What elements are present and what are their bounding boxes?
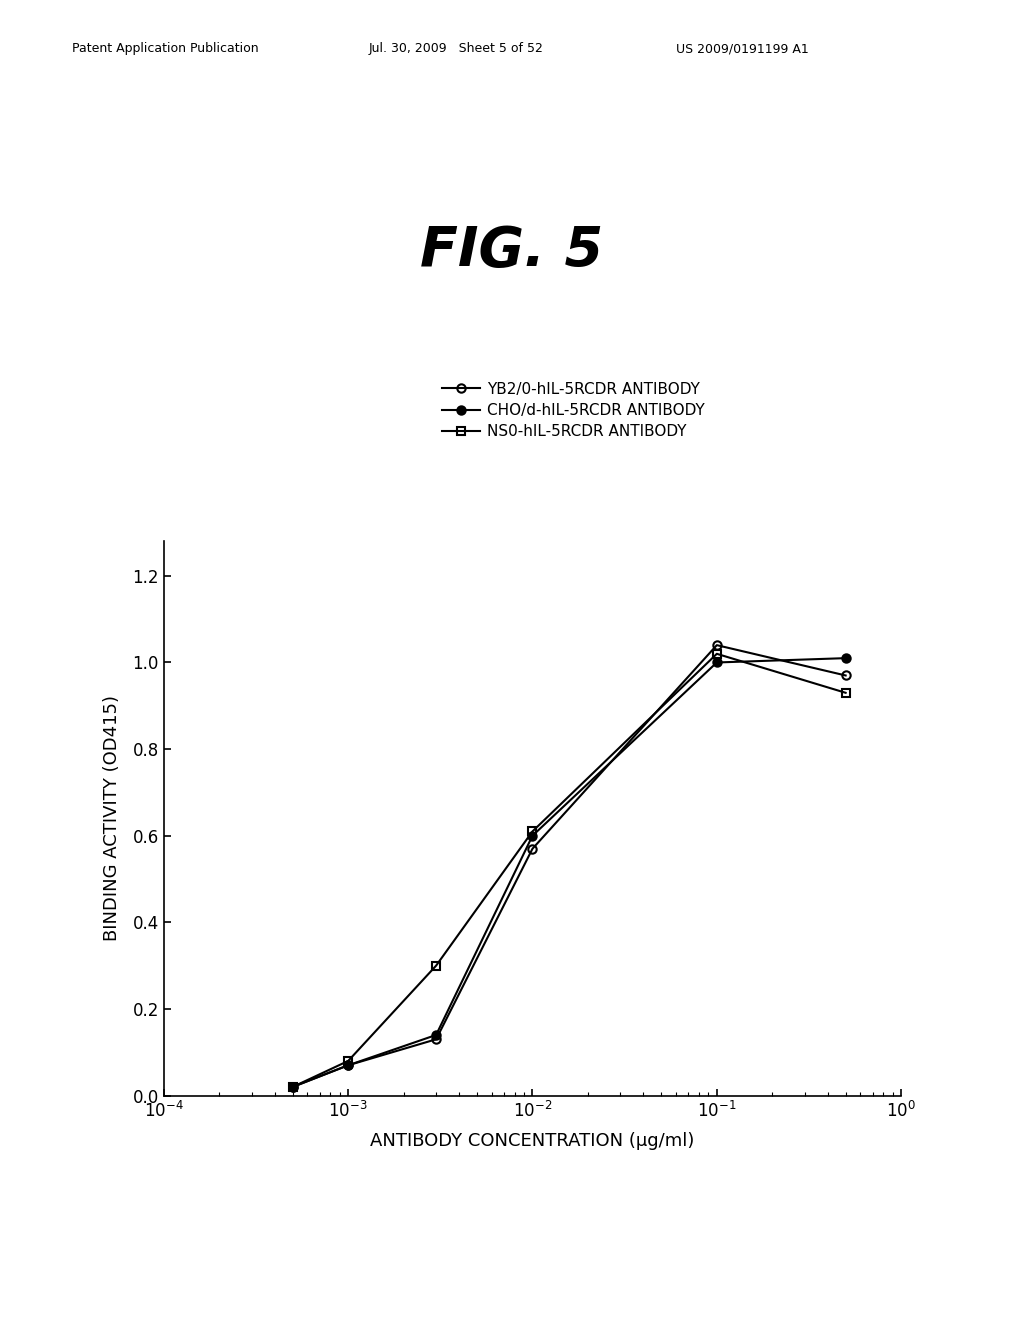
Legend: YB2/0-hIL-5RCDR ANTIBODY, CHO/d-hIL-5RCDR ANTIBODY, NS0-hIL-5RCDR ANTIBODY: YB2/0-hIL-5RCDR ANTIBODY, CHO/d-hIL-5RCD…	[437, 378, 710, 444]
Y-axis label: BINDING ACTIVITY (OD415): BINDING ACTIVITY (OD415)	[103, 696, 122, 941]
Text: FIG. 5: FIG. 5	[421, 224, 603, 277]
Text: Patent Application Publication: Patent Application Publication	[72, 42, 258, 55]
X-axis label: ANTIBODY CONCENTRATION (μg/ml): ANTIBODY CONCENTRATION (μg/ml)	[371, 1131, 694, 1150]
Text: Jul. 30, 2009   Sheet 5 of 52: Jul. 30, 2009 Sheet 5 of 52	[369, 42, 544, 55]
Text: US 2009/0191199 A1: US 2009/0191199 A1	[676, 42, 809, 55]
